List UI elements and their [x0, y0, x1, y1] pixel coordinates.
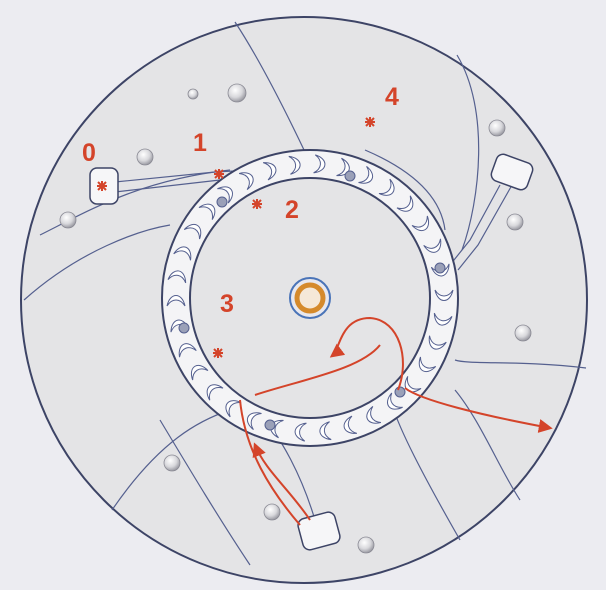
marker-cross	[252, 199, 262, 209]
blade	[319, 421, 332, 441]
blade	[294, 422, 307, 442]
blade	[358, 165, 374, 184]
sample-marker	[365, 117, 375, 127]
blade	[378, 178, 395, 196]
flow-arrows	[239, 316, 553, 526]
zone-label: 1	[193, 129, 207, 157]
hole	[136, 148, 154, 166]
blade	[396, 195, 414, 212]
marker-cross	[97, 181, 107, 191]
bolt	[216, 196, 228, 208]
curve	[23, 224, 171, 301]
curve	[454, 359, 587, 369]
blade	[178, 343, 197, 358]
bolt	[264, 419, 276, 431]
blade	[423, 238, 442, 253]
blade	[366, 405, 381, 424]
blade	[239, 172, 254, 191]
blade	[411, 215, 429, 232]
blade	[343, 415, 358, 434]
blade	[198, 203, 216, 220]
blade	[217, 186, 233, 204]
flow-arrow	[252, 442, 311, 521]
hole	[263, 503, 281, 521]
hole	[187, 88, 199, 100]
blade	[313, 154, 326, 174]
curve	[234, 21, 306, 153]
bolt	[178, 322, 190, 334]
marker-cross	[213, 348, 223, 358]
marker-cross	[365, 117, 375, 127]
blade	[183, 223, 202, 240]
bolt	[394, 386, 406, 398]
hole	[357, 536, 375, 554]
hole	[59, 211, 77, 229]
zone-label: 2	[285, 196, 299, 224]
blade	[428, 335, 447, 350]
hole	[506, 213, 524, 231]
port	[490, 153, 534, 191]
blade	[166, 295, 186, 307]
blade	[433, 312, 453, 326]
hub-core	[294, 282, 326, 314]
zone-label: 4	[385, 83, 399, 111]
channel	[457, 184, 513, 271]
zone-labels: 0 1 2 3 4	[82, 83, 399, 318]
blade	[246, 412, 262, 431]
port	[297, 511, 341, 551]
flow-arrow	[404, 387, 553, 433]
flow-arrow	[329, 316, 404, 391]
bolt	[344, 170, 356, 182]
curve	[39, 169, 231, 236]
hole	[163, 454, 181, 472]
blade	[206, 384, 224, 401]
sample-marker	[252, 199, 262, 209]
blade	[173, 246, 192, 261]
marker-cross	[214, 169, 224, 179]
hole	[514, 324, 532, 342]
blade	[262, 162, 277, 181]
sample-marker	[214, 169, 224, 179]
blade	[167, 270, 187, 284]
blade	[288, 155, 301, 175]
curve	[159, 419, 251, 566]
curve	[364, 149, 446, 231]
blade	[336, 157, 350, 177]
sample-marker	[213, 348, 223, 358]
blade	[418, 356, 437, 373]
hub	[289, 277, 331, 319]
curve	[454, 389, 521, 501]
flow-arrow	[239, 399, 301, 526]
zone-label: 3	[220, 290, 234, 318]
zone-label: 0	[82, 139, 96, 167]
sample-markers	[97, 117, 375, 358]
hole	[488, 119, 506, 137]
flow-arrow	[254, 344, 381, 396]
channel	[449, 184, 501, 266]
bolt	[434, 262, 446, 274]
blade	[387, 392, 403, 410]
blade	[191, 364, 209, 381]
blade	[434, 289, 454, 301]
holes	[59, 83, 532, 554]
hole	[227, 83, 247, 103]
curve	[456, 54, 480, 251]
sample-marker	[97, 181, 107, 191]
